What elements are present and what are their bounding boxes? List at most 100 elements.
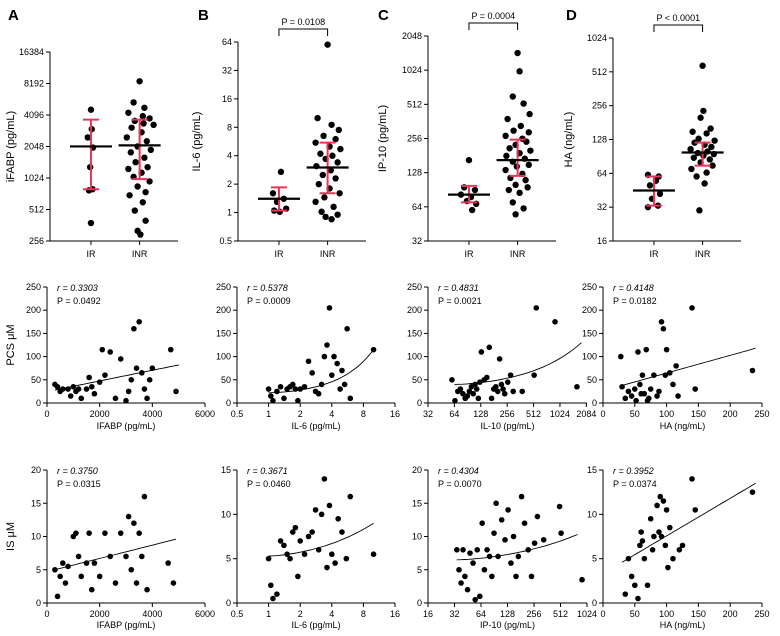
plot-f3-point: [464, 586, 471, 593]
panel-b-significance-bracket: [278, 28, 329, 36]
panel-c-point-inr: [502, 132, 509, 140]
plot-e3-point: [507, 372, 514, 378]
panel-c-point-inr: [522, 176, 529, 184]
plot-f1-point: [125, 513, 132, 520]
plot-f2-point: [277, 538, 284, 544]
plot-f2-point: [329, 551, 335, 558]
plot-e4-point: [654, 393, 660, 399]
panel-b-point-inr: [328, 121, 335, 128]
plot-f2-x-tick-label: 2: [298, 609, 303, 619]
plot-f3-point: [528, 573, 535, 580]
plot-e3-y-tick-label: 50: [412, 375, 422, 385]
plot-e1-point: [102, 372, 108, 378]
panel-d-y-tick-label: 512: [592, 67, 607, 77]
plot-f2-point: [335, 515, 341, 522]
plot-f3-point: [518, 493, 525, 500]
plot-e2-point: [329, 372, 335, 378]
plot-e4-point: [658, 319, 665, 325]
plot-f3-point: [491, 530, 497, 536]
panel-c-point-inr: [505, 186, 512, 194]
panel-c-pvalue: P = 0.0004: [471, 11, 515, 21]
plot-f1-point: [128, 566, 135, 573]
plot-e4-point: [670, 381, 676, 388]
panel-d-point-inr: [706, 156, 713, 163]
plot-f4-point: [660, 498, 667, 504]
plot-f3-x-tick-label: 16: [423, 609, 433, 619]
panel-c-x-tick-label: INR: [510, 249, 526, 259]
plot-f3-x-tick-label: 256: [526, 609, 541, 619]
panel-a-point-inr: [147, 146, 154, 154]
plot-f1-point: [117, 530, 124, 536]
plot-f2-x-tick-label: 4: [329, 609, 334, 619]
plot-e1-x-tick-label: 2000: [90, 409, 110, 419]
plot-f1-point: [62, 580, 69, 586]
plot-f3-point: [495, 553, 501, 560]
plot-e2-point: [301, 383, 308, 390]
plot-e1-point: [144, 395, 150, 402]
plot-f2-point: [281, 542, 287, 549]
plot-e2-point: [274, 388, 280, 395]
plot-e1-point: [131, 325, 137, 332]
panel-d-point-inr: [701, 180, 708, 187]
plot-f4-p-value: P = 0.0374: [613, 479, 657, 489]
plot-e2-point: [341, 381, 348, 388]
panel-a-point-inr: [132, 158, 139, 166]
panel-d-point-inr: [687, 145, 694, 153]
plot-f2-p-value: P = 0.0460: [247, 479, 291, 489]
plot-f3-y-tick-label: 10: [412, 532, 422, 542]
plot-f1-y-tick-label: 0: [36, 598, 41, 608]
plot-e1-point: [112, 395, 119, 402]
plot-f1-point: [165, 560, 171, 566]
plot-e3-point: [498, 381, 505, 388]
panel-b-point-inr: [324, 41, 331, 48]
plot-f1-point: [86, 530, 92, 536]
panel-d-point-ir: [656, 190, 664, 198]
panel-c-y-tick-label: 32: [412, 236, 422, 246]
plot-f3-point: [454, 547, 460, 553]
plot-e4-point: [618, 353, 624, 360]
plot-f1-point: [170, 580, 177, 586]
plot-f3-y-tick-label: 20: [412, 465, 422, 475]
plot-f1-point: [107, 553, 113, 560]
plot-e1-point: [54, 383, 61, 390]
plot-f2-point: [324, 564, 330, 571]
plot-f4-point: [679, 542, 686, 549]
plot-f3-point: [515, 553, 522, 560]
plot-f4-point: [692, 507, 699, 513]
panel-c-point-inr: [516, 189, 523, 197]
plot-e3-point: [460, 390, 466, 397]
panel-d-y-tick-label: 1024: [587, 33, 607, 43]
plot-e2-point: [277, 383, 284, 390]
plot-e1-point: [83, 386, 90, 392]
panel-a-point-inr: [127, 149, 134, 156]
plot-e3-point: [493, 383, 499, 390]
plot-f4-point: [651, 533, 657, 540]
plot-e2-point: [334, 360, 340, 367]
plot-e2-x-tick-label: 8: [361, 409, 366, 419]
plot-f1-p-value: P = 0.0315: [57, 479, 101, 489]
plot-e4-point: [656, 388, 662, 395]
plot-f3-point: [531, 540, 538, 546]
plot-e2-point: [344, 325, 350, 332]
plot-f4-x-axis-label: HA (ng/mL): [660, 620, 706, 630]
panel-a-point-inr: [137, 231, 144, 238]
plot-f4-y-tick-label: 5: [592, 554, 597, 564]
plot-e1-y-tick-label: 100: [26, 352, 41, 362]
plot-f2-point: [326, 502, 333, 509]
plot-f1-point: [102, 530, 108, 536]
plot-f3-point: [505, 507, 511, 513]
plot-f3-x-tick-label: 512: [553, 609, 568, 619]
plot-e2-point: [315, 390, 322, 397]
plot-f2-y-tick-label: 10: [221, 509, 231, 519]
plot-f2-point: [339, 529, 345, 535]
plot-e1-point: [65, 386, 71, 392]
plot-f1-r-value: r = 0.3750: [57, 466, 98, 476]
plot-f3-point: [502, 537, 508, 543]
plot-e4-point: [645, 395, 652, 402]
panel-a-point-inr: [142, 217, 149, 224]
panel-d-point-ir: [646, 182, 654, 189]
plot-e3-point: [504, 379, 511, 385]
plot-e3-x-axis-label: IL-10 (pg/mL): [480, 421, 534, 431]
plot-e3-x-tick-label: 256: [500, 409, 515, 419]
panel-b-point-inr: [320, 132, 327, 140]
